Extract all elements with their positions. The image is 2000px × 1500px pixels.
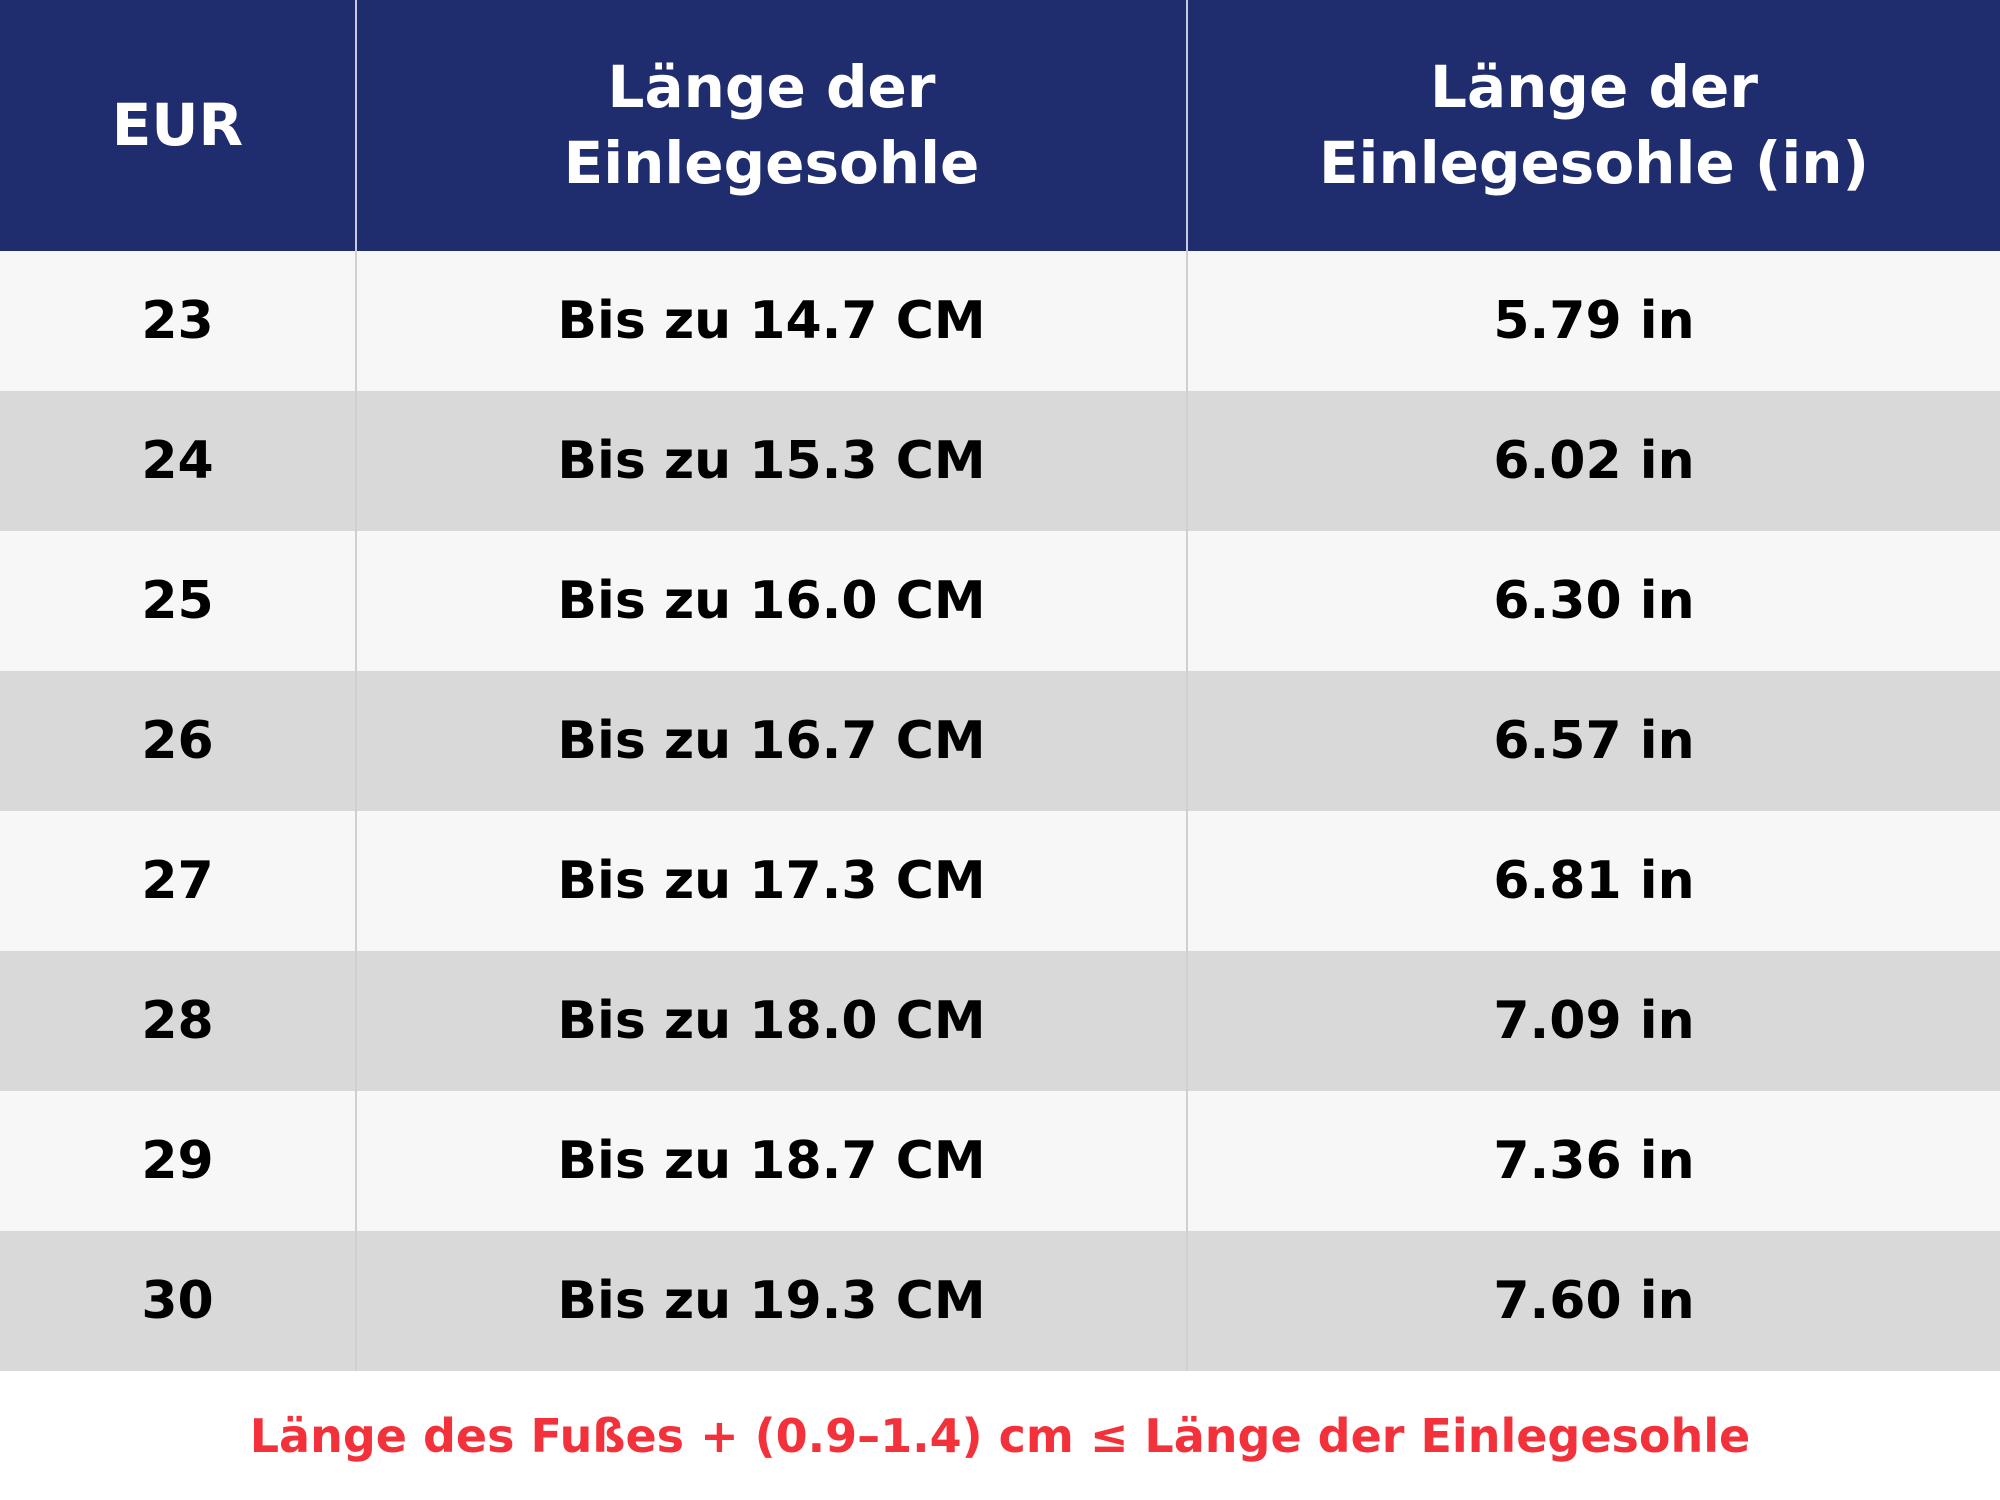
table-cell: Bis zu 18.7 CM [356,1091,1188,1231]
table-cell: 7.36 in [1187,1091,2000,1231]
table-cell: Bis zu 14.7 CM [356,251,1188,391]
table-cell: 25 [0,531,357,671]
table-cell: Bis zu 16.7 CM [356,671,1188,811]
table-cell: Bis zu 16.0 CM [356,531,1188,671]
table-cell: 7.60 in [1187,1231,2000,1371]
table-row: 28 Bis zu 18.0 CM 7.09 in [0,951,2000,1091]
table-cell: 24 [0,391,357,531]
table-cell: 5.79 in [1187,251,2000,391]
table-cell: 30 [0,1231,357,1371]
header-cell: Länge der Einlegesohle [356,0,1188,251]
table-cell: 28 [0,951,357,1091]
table-cell: Bis zu 17.3 CM [356,811,1188,951]
table-row: 30 Bis zu 19.3 CM 7.60 in [0,1231,2000,1371]
table-row: 24 Bis zu 15.3 CM 6.02 in [0,391,2000,531]
table-cell: Bis zu 18.0 CM [356,951,1188,1091]
table-row: 25 Bis zu 16.0 CM 6.30 in [0,531,2000,671]
header-row: EUR Länge der Einlegesohle Länge der Einle… [0,0,2000,251]
size-table: EUR Länge der Einlegesohle Länge der Einle… [0,0,2000,1371]
table-cell: Bis zu 19.3 CM [356,1231,1188,1371]
footnote: Länge des Fußes + (0.9–1.4) cm ≤ Länge d… [249,1408,1751,1463]
table-cell: Bis zu 15.3 CM [356,391,1188,531]
table-cell: 27 [0,811,357,951]
table-body: 23 Bis zu 14.7 CM 5.79 in 24 Bis zu 15.3 CM 6… [0,251,2000,1371]
header-cell: Länge der Einlegesohle (in) [1187,0,2000,251]
table-cell: 7.09 in [1187,951,2000,1091]
table-row: 26 Bis zu 16.7 CM 6.57 in [0,671,2000,811]
table-cell: 6.57 in [1187,671,2000,811]
table-row: 29 Bis zu 18.7 CM 7.36 in [0,1091,2000,1231]
table-cell: 23 [0,251,357,391]
table-cell: 6.02 in [1187,391,2000,531]
table-row: 23 Bis zu 14.7 CM 5.79 in [0,251,2000,391]
table-row: 27 Bis zu 17.3 CM 6.81 in [0,811,2000,951]
header-cell: EUR [0,0,357,251]
table-cell: 6.81 in [1187,811,2000,951]
table-cell: 6.30 in [1187,531,2000,671]
table-cell: 26 [0,671,357,811]
table-cell: 29 [0,1091,357,1231]
